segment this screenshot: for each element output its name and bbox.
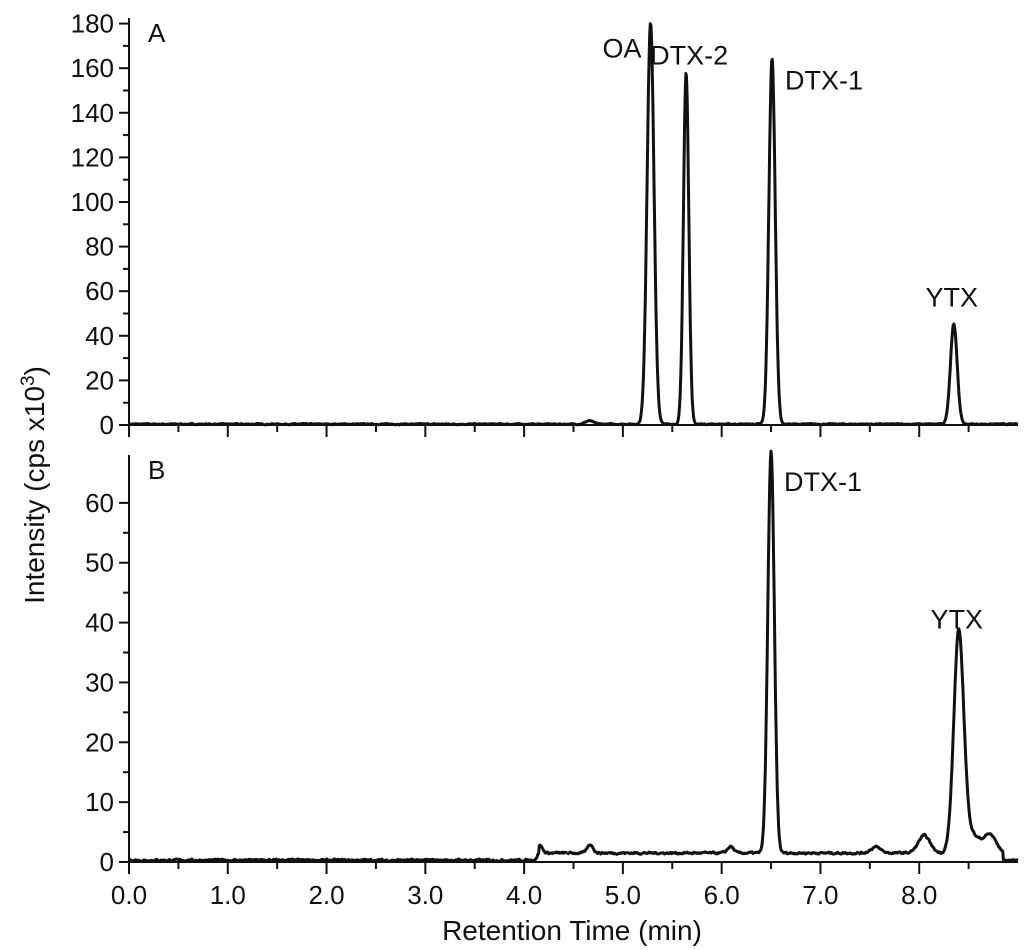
panel-A-y-tick-label: 160 <box>71 53 114 83</box>
panel-A-y-tick-label: 180 <box>71 9 114 39</box>
panel-B-y-tick-label: 20 <box>85 727 114 757</box>
y-axis-title-close: ) <box>19 366 50 375</box>
x-tick-label: 1.0 <box>210 880 246 910</box>
x-tick-label: 0.0 <box>111 880 147 910</box>
panel-B-trace <box>128 449 1019 863</box>
x-tick-label: 2.0 <box>308 880 344 910</box>
x-tick-label: 7.0 <box>802 880 838 910</box>
panel-A-y-tick-label: 140 <box>71 98 114 128</box>
x-tick-label: 8.0 <box>901 880 937 910</box>
panel-B-y-tick-label: 0 <box>100 847 114 877</box>
peak-label-oa: OA <box>603 34 642 64</box>
y-axis-title: Intensity (cps x103) <box>18 366 51 604</box>
panel-A-y-tick-label: 40 <box>85 321 114 351</box>
y-axis-title-main: Intensity (cps x10 <box>19 386 50 604</box>
panel-B-y-tick-label: 10 <box>85 787 114 817</box>
panel-B-y-tick-label: 40 <box>85 608 114 638</box>
y-axis-title-exponent: 3 <box>18 375 39 386</box>
peak-label-ytx: YTX <box>930 605 983 635</box>
panel-B-label: B <box>148 455 165 485</box>
panel-A-y-tick-label: 80 <box>85 232 114 262</box>
panel-A-y-tick-label: 100 <box>71 187 114 217</box>
panel-B-y-tick-label: 30 <box>85 667 114 697</box>
panel-A-y-tick-label: 120 <box>71 142 114 172</box>
panel-A-trace <box>128 22 1019 427</box>
panel-B-y-tick-label: 50 <box>85 548 114 578</box>
x-tick-label: 4.0 <box>506 880 542 910</box>
x-tick-label: 3.0 <box>407 880 443 910</box>
peak-label-dtx-1: DTX-1 <box>784 467 862 497</box>
panel-A-y-tick-label: 60 <box>85 276 114 306</box>
peak-label-dtx-1: DTX-1 <box>785 65 863 95</box>
x-axis-title: Retention Time (min) <box>442 915 702 946</box>
peak-label-dtx-2: DTX-2 <box>650 41 728 71</box>
panel-A-label: A <box>148 18 166 48</box>
panel-A-y-tick-label: 20 <box>85 365 114 395</box>
x-tick-label: 5.0 <box>605 880 641 910</box>
panel-A-y-tick-label: 0 <box>100 410 114 440</box>
x-tick-label: 6.0 <box>704 880 740 910</box>
peak-label-ytx: YTX <box>926 283 979 313</box>
panel-B-y-tick-label: 60 <box>85 488 114 518</box>
